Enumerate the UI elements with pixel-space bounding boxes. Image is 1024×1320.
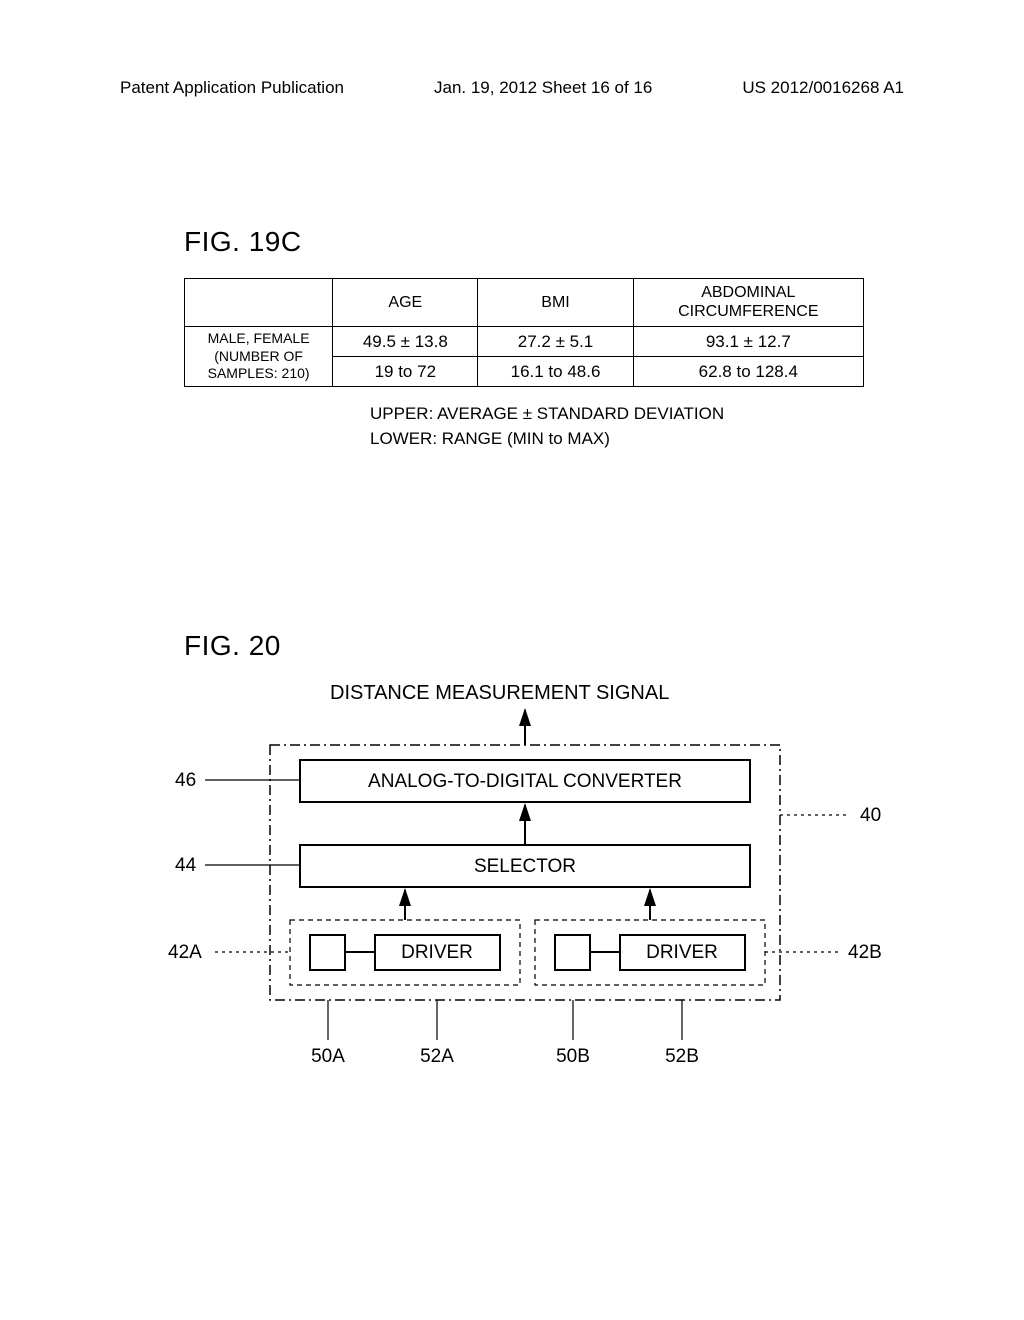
- adc-box-label: ANALOG-TO-DIGITAL CONVERTER: [368, 771, 682, 792]
- page-header: Patent Application Publication Jan. 19, …: [0, 78, 1024, 98]
- cell-abd-avg: 93.1 ± 12.7: [633, 327, 863, 357]
- figure-19c-caption: UPPER: AVERAGE ± STANDARD DEVIATION LOWE…: [370, 402, 724, 451]
- col-header-bmi: BMI: [478, 279, 633, 327]
- header-right: US 2012/0016268 A1: [742, 78, 904, 98]
- cell-bmi-avg: 27.2 ± 5.1: [478, 327, 633, 357]
- header-left: Patent Application Publication: [120, 78, 344, 98]
- figure-20-diagram: ANALOG-TO-DIGITAL CONVERTER SELECTOR DRI…: [140, 700, 900, 1120]
- table-row: MALE, FEMALE (NUMBER OF SAMPLES: 210) 49…: [185, 327, 864, 357]
- ref-40: 40: [860, 805, 881, 826]
- ref-46: 46: [175, 770, 196, 791]
- figure-19c-label: FIG. 19C: [184, 226, 302, 258]
- table-header-row: AGE BMI ABDOMINAL CIRCUMFERENCE: [185, 279, 864, 327]
- row-label: MALE, FEMALE (NUMBER OF SAMPLES: 210): [185, 327, 333, 387]
- ref-44: 44: [175, 855, 197, 876]
- selector-box-label: SELECTOR: [474, 856, 576, 877]
- cell-bmi-range: 16.1 to 48.6: [478, 357, 633, 387]
- driver-right-label: DRIVER: [646, 942, 718, 963]
- figure-19c-table: AGE BMI ABDOMINAL CIRCUMFERENCE MALE, FE…: [184, 278, 864, 387]
- ref-52b: 52B: [665, 1046, 699, 1067]
- col-header-age: AGE: [333, 279, 478, 327]
- ref-42b: 42B: [848, 942, 882, 963]
- ref-42a: 42A: [168, 942, 202, 963]
- cell-age-range: 19 to 72: [333, 357, 478, 387]
- col-header-abdominal: ABDOMINAL CIRCUMFERENCE: [633, 279, 863, 327]
- driver-left-label: DRIVER: [401, 942, 473, 963]
- table-blank-header: [185, 279, 333, 327]
- cell-age-avg: 49.5 ± 13.8: [333, 327, 478, 357]
- figure-20-label: FIG. 20: [184, 630, 281, 662]
- ref-50b: 50B: [556, 1046, 590, 1067]
- ref-50a: 50A: [311, 1046, 345, 1067]
- ref-52a: 52A: [420, 1046, 454, 1067]
- header-center: Jan. 19, 2012 Sheet 16 of 16: [434, 78, 652, 98]
- cell-abd-range: 62.8 to 128.4: [633, 357, 863, 387]
